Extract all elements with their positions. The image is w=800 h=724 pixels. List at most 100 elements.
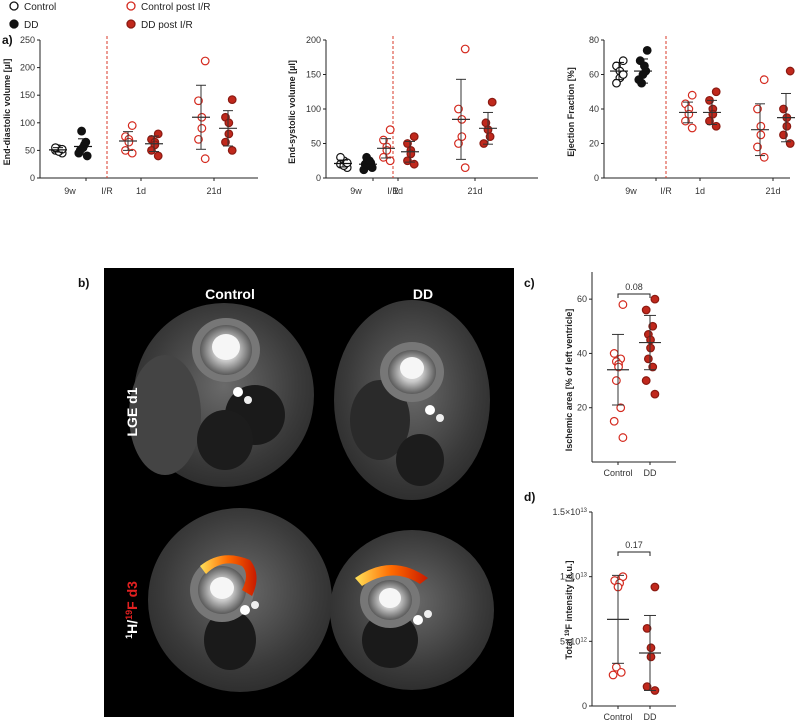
ef-point (753, 104, 762, 114)
ischemic-point (650, 389, 660, 399)
esv-ytick-label: 0 (316, 173, 321, 183)
edv-ytick-label: 250 (20, 35, 35, 45)
ef-point (612, 78, 621, 88)
ef-point (711, 121, 721, 131)
edv-point (124, 137, 134, 147)
edv-point (200, 56, 210, 66)
ischemic-point (648, 321, 658, 331)
mri-col-dd: DD (413, 286, 433, 302)
fluorine-ylabel: Total 19F intensity [a.u.] (564, 560, 574, 659)
panel-label-c: c) (524, 276, 535, 290)
edv-point (82, 151, 92, 161)
edv-xtick-label: 9w (64, 186, 76, 196)
fluorine-ytick-exp: 13 (580, 573, 587, 579)
fluorine-xtick-label: Control (603, 712, 632, 722)
esv-point (379, 135, 388, 145)
ef-point (759, 75, 769, 85)
edv-ytick-label: 150 (20, 90, 35, 100)
fluorine-ytick-base: 1.5×10 (553, 507, 581, 517)
edv-point (224, 129, 234, 139)
ef-ytick-label: 60 (589, 70, 599, 80)
fluorine-point (642, 624, 652, 633)
mri-row-lge: LGE d1 (124, 387, 140, 436)
fluorine-ytick-label: 1×1013 (560, 572, 588, 582)
mri-slice-19f-control (148, 508, 332, 692)
ischemic-point (618, 300, 628, 309)
fluorine-ytick-base: 1×10 (560, 572, 580, 582)
fluorine-ytick-label: 0 (582, 701, 587, 711)
esv-point (379, 152, 388, 162)
esv-point (336, 152, 345, 162)
esv-ytick-label: 100 (306, 104, 321, 114)
esv-xtick-label: I/R (387, 186, 399, 196)
esv-point (385, 125, 395, 135)
fluorine-sig-bracket (617, 551, 651, 556)
fluorine-xtick-label: DD (644, 712, 657, 722)
ef-ytick-label: 0 (594, 173, 599, 183)
esv-ytick-label: 150 (306, 70, 321, 80)
ef-point (642, 45, 652, 55)
esv-point (409, 132, 419, 142)
mri-slice-19f-dd (330, 530, 494, 690)
legend-control-label: Control (24, 2, 56, 13)
ischemic-xtick-label: Control (603, 468, 632, 478)
mri-row-19f: 1H/19F d3 (124, 581, 140, 639)
ef-xtick-label: 9w (625, 186, 637, 196)
ef-ytick-label: 80 (589, 35, 599, 45)
fluorine-point (608, 670, 618, 680)
legend-dd-label: DD (24, 20, 38, 31)
ischemic-point (641, 305, 651, 315)
mri-row-h-sup: 1 (124, 634, 134, 639)
panel-label-b: b) (78, 276, 89, 290)
edv-ytick-label: 200 (20, 63, 35, 73)
ischemic-point (611, 376, 621, 385)
ischemic-point (609, 416, 619, 426)
esv-ytick-label: 50 (311, 139, 321, 149)
ef-point (618, 70, 628, 79)
esv-point (359, 165, 369, 175)
ef-point (687, 90, 697, 100)
mri-panel: Control DD LGE d1 1H/19F d3 (104, 268, 514, 717)
edv-point (200, 154, 210, 164)
fluorine-ytick-exp: 12 (580, 637, 587, 643)
edv-point (74, 148, 84, 158)
edv-point (224, 118, 234, 128)
legend: Control DD Control post I/R DD post I/R (9, 1, 210, 31)
edv-point (77, 126, 86, 136)
edv-point (127, 121, 137, 130)
ef-point (782, 121, 792, 131)
fluorine-ylabel-sup: 19 (565, 629, 571, 636)
ef-point (753, 142, 762, 152)
ischemic-point (650, 294, 660, 304)
ischemic-point (616, 403, 626, 413)
ischemic-chart: 20 40 60 Control DD Ischemic area [% of left … (564, 272, 676, 478)
fluorine-point (646, 652, 656, 662)
ischemic-point (614, 362, 623, 372)
esv-point (485, 132, 495, 142)
ef-xtick-label: 1d (695, 186, 705, 196)
legend-dd-post-marker (126, 19, 136, 29)
ischemic-ylabel: Ischemic area [% of left ventricle] (564, 309, 574, 452)
esv-point (460, 163, 470, 173)
legend-dd-marker (9, 19, 19, 29)
ef-xtick-label: 21d (765, 186, 780, 196)
panel-label-a: a) (2, 33, 13, 47)
esv-point (403, 156, 412, 166)
ef-point (759, 152, 769, 162)
ef-chart: 0 20 40 60 80 Ejection Fraction [%] 9w I/R 1d 21d (566, 35, 795, 196)
ef-ytick-label: 20 (589, 139, 599, 149)
ischemic-ytick-label: 40 (577, 348, 587, 358)
edv-ytick-label: 50 (25, 145, 35, 155)
legend-control-post-marker (126, 1, 136, 11)
fluorine-point (616, 667, 626, 677)
ef-point (711, 87, 721, 97)
mri-row-f-sup: 19 (124, 610, 134, 620)
esv-point (409, 159, 419, 169)
edv-point (127, 148, 137, 158)
edv-point (194, 96, 203, 106)
ef-point (618, 56, 628, 66)
ef-ylabel: Ejection Fraction [%] (566, 67, 576, 157)
ischemic-point (609, 349, 619, 358)
esv-xtick-label: 21d (467, 186, 482, 196)
